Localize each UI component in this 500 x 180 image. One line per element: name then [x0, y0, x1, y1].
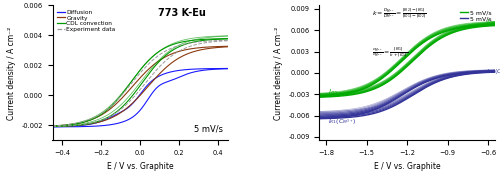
Y-axis label: Current density / A cm⁻²: Current density / A cm⁻²	[274, 26, 282, 120]
Text: 5 mV/s: 5 mV/s	[194, 125, 223, 134]
Y-axis label: Current density / A cm⁻²: Current density / A cm⁻²	[6, 26, 16, 120]
Legend: 5 mV/s, 5 mV/s: 5 mV/s, 5 mV/s	[458, 7, 494, 24]
Text: $I_{R2}$: $I_{R2}$	[328, 88, 338, 98]
Text: $I_{R1}(C_{M^{3+}})$: $I_{R1}(C_{M^{3+}})$	[328, 117, 356, 126]
X-axis label: E / V vs. Graphite: E / V vs. Graphite	[374, 162, 440, 171]
Text: $I_{O1}(C_{M^{2+}})$: $I_{O1}(C_{M^{2+}})$	[486, 67, 500, 76]
Text: 773 K-Eu: 773 K-Eu	[158, 8, 206, 18]
Text: $\frac{c_{M^{3+}}}{c_{M^{2+}}}=\frac{|I_{R1}|}{k+|I_{O1}|}$: $\frac{c_{M^{3+}}}{c_{M^{2+}}}=\frac{|I_…	[372, 46, 408, 59]
Legend: Diffusion, Gravity, CDL convection, Experiment data: Diffusion, Gravity, CDL convection, Expe…	[56, 8, 117, 34]
Text: $I_{O2}$: $I_{O2}$	[486, 17, 496, 28]
X-axis label: E / V vs. Graphite: E / V vs. Graphite	[107, 162, 174, 171]
Text: $k=\frac{D_{M^{2+}}}{D_{M^{2+}}}=\frac{|I_{R2}|-|I_{R1}|}{|I_{O1}|-|I_{O2}|}$: $k=\frac{D_{M^{2+}}}{D_{M^{2+}}}=\frac{|…	[372, 7, 427, 20]
